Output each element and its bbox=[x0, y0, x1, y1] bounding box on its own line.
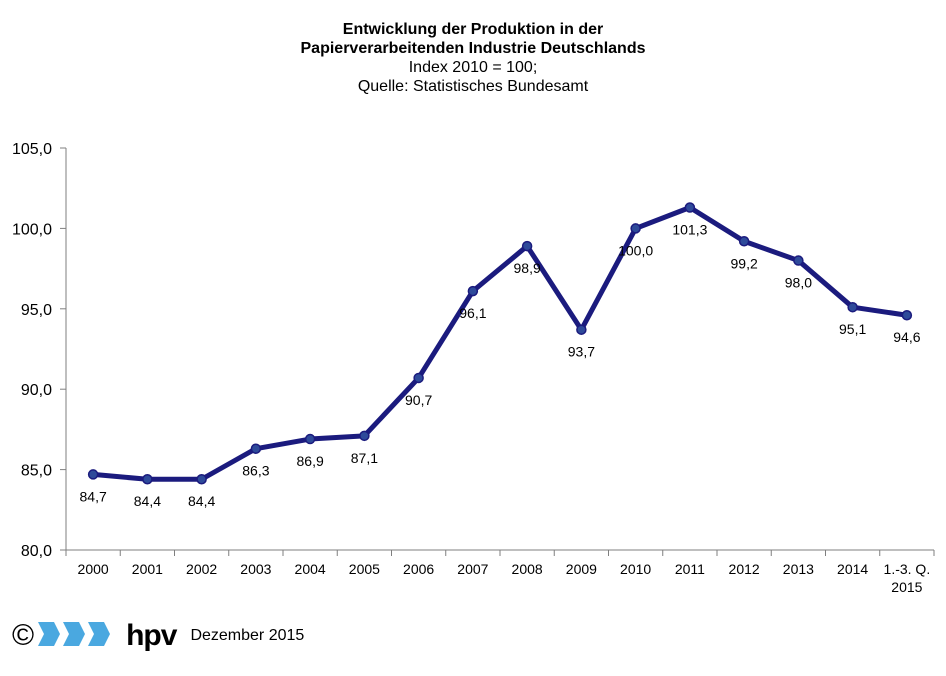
data-point bbox=[684, 202, 696, 213]
y-tick-label: 95,0 bbox=[21, 302, 52, 319]
data-point bbox=[847, 301, 858, 313]
data-point bbox=[738, 236, 750, 247]
chart-subtitle-line-2: Quelle: Statistisches Bundesamt bbox=[357, 78, 589, 95]
copyright-symbol: © bbox=[12, 619, 35, 652]
data-point bbox=[521, 240, 533, 252]
data-label: 90,7 bbox=[405, 392, 432, 408]
footer-date: Dezember 2015 bbox=[190, 627, 305, 644]
data-label: 98,0 bbox=[785, 275, 812, 291]
x-tick-label: 2015 bbox=[891, 579, 922, 595]
data-point bbox=[359, 430, 370, 442]
x-tick-label: 2000 bbox=[78, 561, 109, 577]
data-point bbox=[250, 443, 262, 454]
data-label: 93,7 bbox=[568, 344, 595, 360]
x-tick-label: 2003 bbox=[240, 561, 271, 577]
brand-logo-text: hpv bbox=[126, 619, 177, 652]
data-label: 87,1 bbox=[351, 450, 378, 466]
data-point bbox=[630, 223, 641, 234]
y-tick-label: 105,0 bbox=[12, 141, 52, 158]
x-tick-label: 2010 bbox=[620, 561, 651, 577]
data-point bbox=[467, 285, 479, 297]
data-label: 98,9 bbox=[514, 260, 541, 276]
x-tick-label: 2014 bbox=[837, 561, 868, 577]
data-label: 84,7 bbox=[80, 488, 107, 504]
data-point bbox=[901, 309, 913, 321]
data-label: 100,0 bbox=[618, 242, 653, 258]
data-label: 101,3 bbox=[672, 221, 707, 237]
chart-title-line-1: Entwicklung der Produktion in der bbox=[342, 21, 604, 38]
data-point bbox=[87, 469, 99, 480]
data-label: 99,2 bbox=[731, 255, 758, 271]
data-point bbox=[793, 255, 804, 266]
data-label: 84,4 bbox=[188, 493, 215, 509]
data-point bbox=[304, 433, 316, 445]
y-tick-label: 85,0 bbox=[21, 463, 52, 480]
y-tick-label: 90,0 bbox=[21, 382, 52, 399]
data-point bbox=[142, 473, 153, 485]
chart-title-line-2: Papierverarbeitenden Industrie Deutschla… bbox=[300, 40, 646, 57]
x-tick-label: 2007 bbox=[457, 561, 488, 577]
data-label: 86,9 bbox=[297, 453, 324, 469]
data-label: 84,4 bbox=[134, 493, 161, 509]
chart-titles: Entwicklung der Produktion in der Papier… bbox=[0, 20, 946, 96]
data-label: 94,6 bbox=[893, 329, 920, 345]
hpv-logo-icon bbox=[36, 619, 120, 654]
x-tick-label: 1.-3. Q. bbox=[884, 561, 931, 577]
data-point bbox=[576, 324, 587, 335]
x-tick-label: 2008 bbox=[512, 561, 543, 577]
series-line bbox=[90, 204, 910, 482]
data-label: 95,1 bbox=[839, 321, 866, 337]
data-label: 96,1 bbox=[459, 305, 486, 321]
footer: © hpv Dezember 2015 bbox=[12, 618, 304, 654]
x-tick-label: 2001 bbox=[132, 561, 163, 577]
x-tick-label: 2005 bbox=[349, 561, 380, 577]
x-tick-label: 2006 bbox=[403, 561, 434, 577]
y-tick-label: 100,0 bbox=[12, 221, 52, 238]
x-tick-label: 2012 bbox=[729, 561, 760, 577]
x-tick-label: 2002 bbox=[186, 561, 217, 577]
x-tick-label: 2009 bbox=[566, 561, 597, 577]
data-point bbox=[196, 473, 207, 485]
x-tick-label: 2004 bbox=[295, 561, 326, 577]
data-point bbox=[413, 372, 424, 384]
x-tick-label: 2013 bbox=[783, 561, 814, 577]
data-label: 86,3 bbox=[242, 463, 269, 479]
x-tick-label: 2011 bbox=[675, 561, 705, 577]
chart-subtitle-line-1: Index 2010 = 100; bbox=[408, 59, 538, 76]
y-tick-label: 80,0 bbox=[21, 543, 52, 560]
